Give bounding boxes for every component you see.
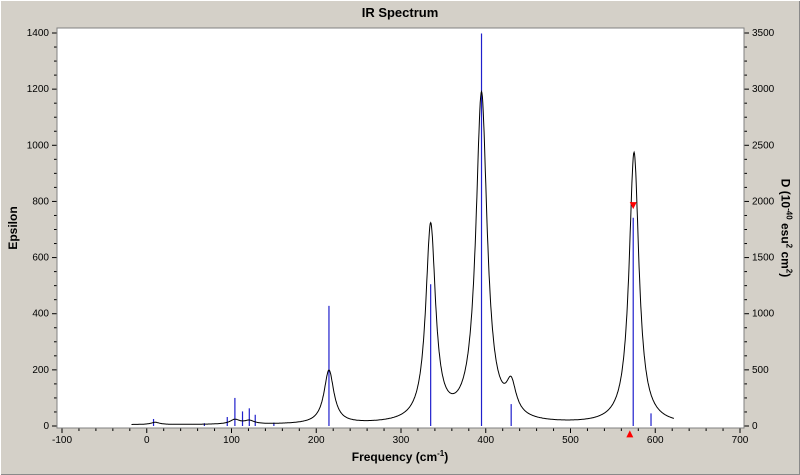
svg-text:500: 500 xyxy=(562,435,579,446)
svg-text:200: 200 xyxy=(308,435,325,446)
x-axis-label-frequency: Frequency (cm-1) xyxy=(351,449,449,464)
svg-text:2000: 2000 xyxy=(752,196,775,207)
svg-text:700: 700 xyxy=(732,435,749,446)
svg-text:1200: 1200 xyxy=(27,84,50,95)
svg-text:3500: 3500 xyxy=(752,28,775,39)
svg-text:-100: -100 xyxy=(52,435,72,446)
y-axis-label-epsilon: Epsilon xyxy=(6,206,20,250)
svg-text:3000: 3000 xyxy=(752,84,775,95)
svg-text:1000: 1000 xyxy=(27,140,50,151)
svg-text:400: 400 xyxy=(32,309,49,320)
plot-border xyxy=(56,27,745,429)
svg-text:100: 100 xyxy=(223,435,240,446)
selection-marker[interactable] xyxy=(629,202,637,210)
svg-text:0: 0 xyxy=(43,421,49,432)
svg-text:1000: 1000 xyxy=(752,309,775,320)
svg-text:400: 400 xyxy=(477,435,494,446)
plot-area[interactable] xyxy=(57,28,744,428)
svg-text:500: 500 xyxy=(752,365,769,376)
svg-text:0: 0 xyxy=(752,421,758,432)
svg-text:2500: 2500 xyxy=(752,140,775,151)
svg-text:200: 200 xyxy=(32,365,49,376)
stick-spectrum[interactable] xyxy=(152,33,652,426)
svg-text:300: 300 xyxy=(393,435,410,446)
svg-text:1500: 1500 xyxy=(752,253,775,264)
svg-text:1400: 1400 xyxy=(27,28,50,39)
svg-text:600: 600 xyxy=(32,253,49,264)
broadened-spectrum-curve xyxy=(131,89,675,425)
svg-text:600: 600 xyxy=(647,435,664,446)
y-axis-label-dipole-strength: D (10-40 esu2 cm2) xyxy=(778,178,794,278)
svg-text:0: 0 xyxy=(144,435,150,446)
svg-text:800: 800 xyxy=(32,196,49,207)
chart-title: IR Spectrum xyxy=(361,5,439,20)
selection-marker[interactable] xyxy=(626,430,634,438)
